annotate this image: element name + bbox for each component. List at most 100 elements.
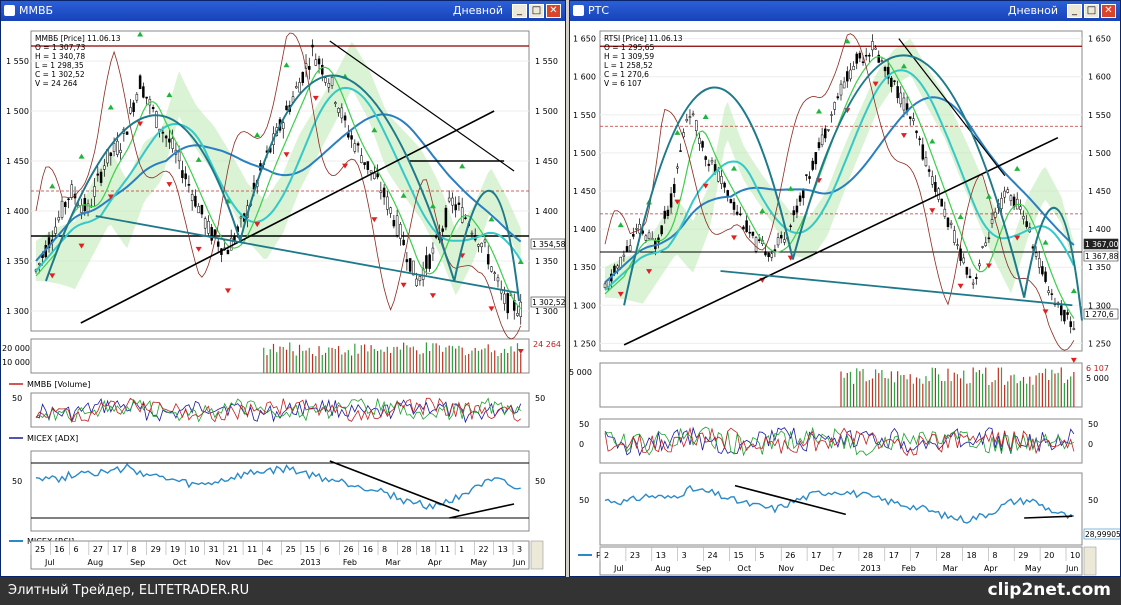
price-candle-body xyxy=(434,235,438,238)
window-titlebar[interactable]: ММВБ Дневной _ □ ✕ xyxy=(1,1,565,21)
rsi-tick-label: 50 xyxy=(12,477,22,486)
price-candle-body xyxy=(353,143,357,152)
price-candle-body xyxy=(975,277,978,279)
maximize-button[interactable]: □ xyxy=(1084,4,1099,18)
price-candle-body xyxy=(717,170,720,182)
price-badge-text: 1 270,6 xyxy=(1085,310,1114,319)
maximize-button[interactable]: □ xyxy=(529,4,544,18)
price-candle-body xyxy=(896,86,899,99)
fractal-down-marker xyxy=(517,349,524,354)
day-tick-label: 16 xyxy=(363,545,373,554)
fractal-up-marker xyxy=(459,163,466,169)
fractal-down-marker xyxy=(224,288,231,294)
price-tick-label: 1 350 xyxy=(6,257,29,266)
fractal-down-marker xyxy=(254,222,261,228)
day-tick-label: 6 xyxy=(74,545,79,554)
window-titlebar[interactable]: РТС Дневной _ □ ✕ xyxy=(570,1,1120,21)
price-candle-body xyxy=(842,81,846,89)
cycle-arc xyxy=(791,54,1026,298)
day-tick-label: 11 xyxy=(247,545,257,554)
price-badge-text: 1 354,583 xyxy=(532,240,566,249)
day-tick-label: 17 xyxy=(112,545,122,554)
fractal-down-marker xyxy=(49,273,56,279)
day-tick-label: 7 xyxy=(915,551,920,560)
rts-chart-window[interactable]: РТС Дневной _ □ ✕ 1 650 1 650 1 600 1 600 1 … xyxy=(569,0,1121,577)
price-info-text: ММВБ [Price] 11.06.13 xyxy=(35,34,121,43)
minimize-button[interactable]: _ xyxy=(512,4,527,18)
month-tick-label: Jun xyxy=(1065,564,1079,573)
month-tick-label: Jul xyxy=(613,564,624,573)
price-candle-body xyxy=(327,82,331,88)
price-candle-body xyxy=(171,138,174,149)
price-candle-body xyxy=(441,228,444,232)
day-tick-label: 8 xyxy=(992,551,997,560)
close-button[interactable]: ✕ xyxy=(546,4,561,18)
price-candle-body xyxy=(622,254,626,257)
rsi-trend-line xyxy=(449,503,515,519)
price-candle-body xyxy=(493,272,496,274)
price-candle-body xyxy=(129,107,132,114)
price-candle-body xyxy=(1044,271,1047,282)
price-badge xyxy=(1083,308,1119,320)
day-tick-label: 15 xyxy=(733,551,743,560)
close-button[interactable]: ✕ xyxy=(1101,4,1116,18)
price-candle-body xyxy=(852,66,855,71)
volume-tick-label: 10 000 xyxy=(2,358,30,367)
fractal-up-marker xyxy=(400,192,407,198)
day-tick-label: 22 xyxy=(478,545,488,554)
price-tick-label: 1 400 xyxy=(6,207,29,216)
price-candle-body xyxy=(956,244,959,246)
moving-average-line xyxy=(604,96,1075,284)
price-candle-body xyxy=(1069,321,1072,328)
fractal-up-marker xyxy=(1014,165,1021,171)
time-axis-frame xyxy=(599,546,1083,576)
price-candle-body xyxy=(978,263,981,267)
price-candle-body xyxy=(350,135,353,140)
price-candle-body xyxy=(968,275,972,278)
price-candle-body xyxy=(902,97,906,111)
rsi-tick-label-right: 50 xyxy=(1088,496,1098,505)
fractal-up-marker xyxy=(283,62,290,68)
day-tick-label: 21 xyxy=(228,545,238,554)
price-candle-body xyxy=(490,266,493,272)
price-candle-body xyxy=(386,196,389,210)
day-tick-label: 25 xyxy=(286,545,296,554)
fractal-up-marker xyxy=(929,138,936,144)
fractal-down-marker xyxy=(137,121,144,127)
rts-chart-canvas[interactable]: 1 650 1 650 1 600 1 600 1 550 1 550 1 500 1 500… xyxy=(570,21,1121,577)
fractal-down-marker xyxy=(1042,309,1049,315)
price-candle-body xyxy=(918,138,921,140)
price-info-text: V = 6 107 xyxy=(604,79,642,88)
price-candle-body xyxy=(666,209,670,217)
price-candle-body xyxy=(931,176,934,185)
fractal-down-marker xyxy=(166,182,173,188)
micex-chart-window[interactable]: ММВБ Дневной _ □ ✕ 1 550 1 550 1 500 1 500 1… xyxy=(0,0,566,577)
day-tick-label: 24 xyxy=(708,551,718,560)
price-candle-body xyxy=(155,111,158,128)
adx-line xyxy=(604,426,1075,457)
price-candle-body xyxy=(431,247,435,254)
price-tick-label-right: 1 500 xyxy=(1088,149,1111,158)
month-tick-label: Mar xyxy=(385,558,401,567)
price-candle-body xyxy=(732,201,736,210)
minimize-button[interactable]: _ xyxy=(1067,4,1082,18)
chart-app-icon xyxy=(573,5,584,16)
price-candle-body xyxy=(921,144,925,160)
price-candle-body xyxy=(161,131,165,134)
fractal-down-marker xyxy=(283,152,290,158)
price-candle-body xyxy=(987,237,991,240)
adx-tick-label-right: 0 xyxy=(1088,440,1093,449)
price-candle-body xyxy=(382,187,386,198)
price-tick-label: 1 450 xyxy=(573,187,596,196)
price-candle-body xyxy=(376,173,379,178)
price-candle-body xyxy=(672,184,676,193)
price-candle-body xyxy=(644,235,648,241)
rsi-tick-label-right: 50 xyxy=(535,477,545,486)
price-tick-label: 1 550 xyxy=(6,57,29,66)
price-tick-label-right: 1 350 xyxy=(535,257,558,266)
fractal-up-marker xyxy=(702,114,709,120)
price-candle-body xyxy=(726,190,729,197)
fractal-down-marker xyxy=(195,246,202,252)
price-candle-body xyxy=(886,66,890,79)
